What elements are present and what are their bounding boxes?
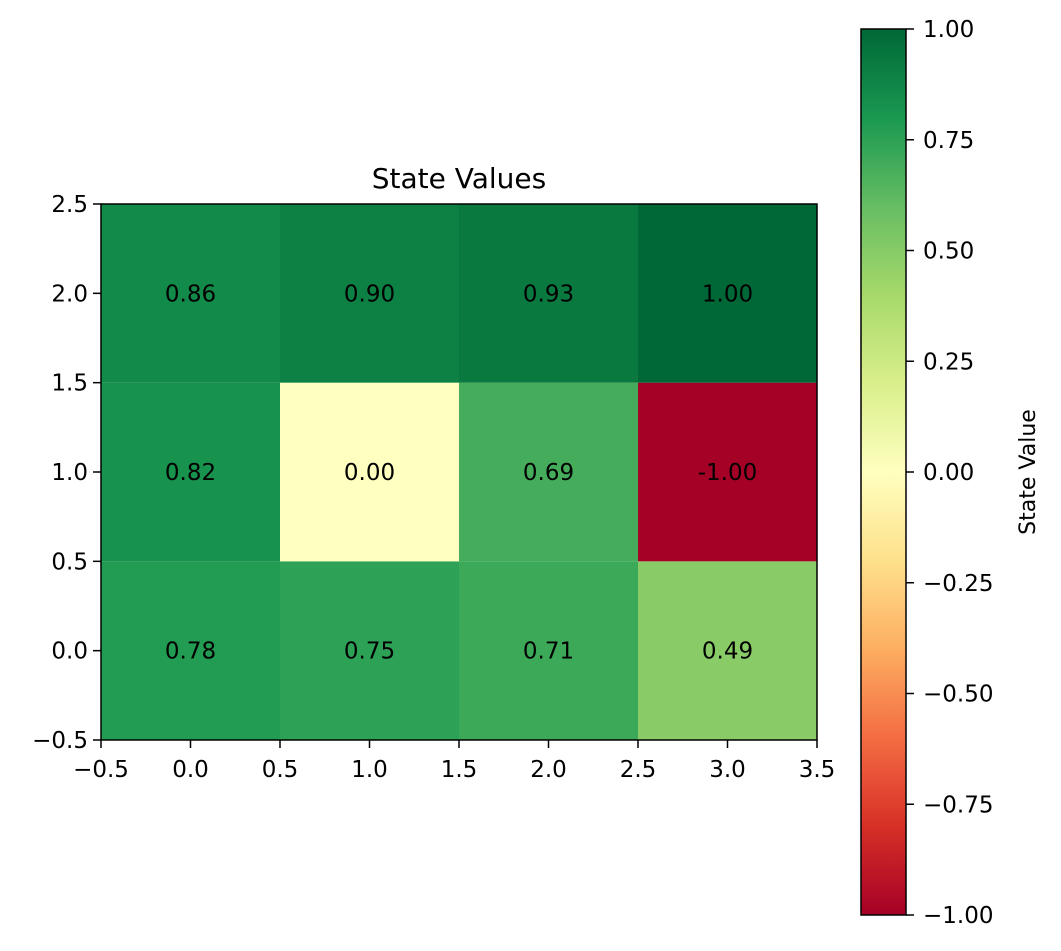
colorbar-tick-label: 0.00 [923, 460, 974, 486]
x-tick-label: 2.0 [530, 757, 567, 783]
colorbar-tick-label: −0.50 [923, 682, 993, 708]
heatmap-cell [280, 382, 459, 562]
colorbar-tick-label: 0.75 [923, 128, 974, 154]
heatmap-cell [459, 204, 638, 383]
colorbar-tick-label: 0.25 [923, 349, 974, 375]
y-tick-label: 0.0 [51, 639, 88, 665]
y-axis: −0.5 0.0 0.5 1.0 1.5 2.0 2.5 [32, 192, 101, 754]
x-tick-label: −0.5 [73, 757, 129, 783]
cell-value-label: -1.00 [698, 460, 758, 486]
cell-value-label: 0.90 [344, 281, 395, 307]
x-axis: −0.5 0.0 0.5 1.0 1.5 2.0 2.5 3.0 3.5 [73, 740, 835, 783]
heatmap-cell [280, 561, 459, 740]
cell-value-label: 0.78 [165, 639, 216, 665]
heatmap-cell [280, 204, 459, 383]
x-tick-label: 3.0 [709, 757, 746, 783]
cell-value-label: 0.86 [165, 281, 216, 307]
cell-value-label: 0.93 [523, 281, 574, 307]
colorbar-axis: 1.00 0.75 0.50 0.25 0.00 −0.25 −0.50 −0.75 −1.00 [906, 17, 993, 929]
cell-labels: 0.78 0.75 0.71 0.49 0.82 0.00 0.69 -1.00 0.86 0.9… [165, 281, 757, 664]
cell-value-label: 1.00 [702, 281, 753, 307]
heatmap-cell [459, 561, 638, 740]
colorbar-tick-label: 0.50 [923, 239, 974, 265]
y-tick-label: 2.5 [51, 192, 88, 218]
chart-title: State Values [372, 162, 547, 195]
cell-value-label: 0.49 [702, 639, 753, 665]
x-tick-label: 3.5 [799, 757, 836, 783]
x-tick-label: 0.5 [262, 757, 299, 783]
x-tick-label: 2.5 [620, 757, 657, 783]
colorbar [860, 28, 907, 916]
cell-value-label: 0.75 [344, 639, 395, 665]
x-tick-label: 1.0 [351, 757, 388, 783]
heatmap-cell [101, 561, 280, 740]
x-tick-label: 1.5 [441, 757, 478, 783]
heatmap-cell [101, 204, 280, 383]
cell-value-label: 0.00 [344, 460, 395, 486]
y-tick-label: 2.0 [51, 281, 88, 307]
cell-value-label: 0.71 [523, 639, 574, 665]
colorbar-tick-label: 1.00 [923, 17, 974, 43]
x-tick-label: 0.0 [172, 757, 209, 783]
heatmap-cell [459, 382, 638, 562]
heatmap-cells [101, 204, 817, 740]
heatmap-cell [638, 204, 817, 383]
colorbar-tick-label: −1.00 [923, 903, 993, 929]
y-tick-label: 0.5 [51, 549, 88, 575]
colorbar-label: State Value [1016, 409, 1041, 535]
cell-value-label: 0.69 [523, 460, 574, 486]
y-tick-label: −0.5 [32, 728, 88, 754]
heatmap-cell [638, 382, 817, 562]
heatmap-cell [638, 561, 817, 740]
y-tick-label: 1.0 [51, 460, 88, 486]
heatmap-cell [101, 382, 280, 562]
colorbar-tick-label: −0.75 [923, 792, 993, 818]
colorbar-tick-label: −0.25 [923, 571, 993, 597]
y-tick-label: 1.5 [51, 371, 88, 397]
cell-value-label: 0.82 [165, 460, 216, 486]
